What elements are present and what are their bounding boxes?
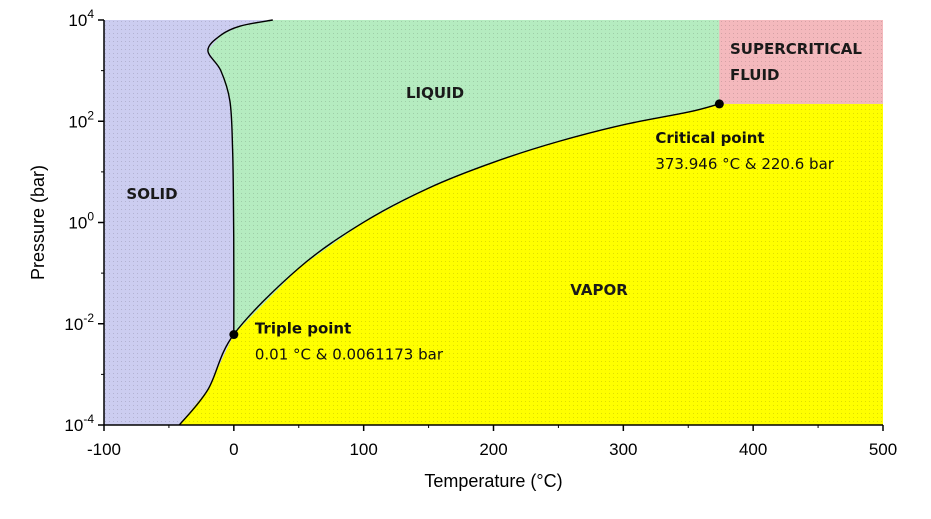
- x-axis-title: Temperature (°C): [424, 471, 562, 491]
- x-tick-label: 0: [229, 440, 238, 459]
- x-tick-label: -100: [87, 440, 121, 459]
- y-tick-label: 104: [68, 7, 94, 30]
- y-tick-exponent: 4: [87, 7, 94, 21]
- y-tick-exponent: 0: [87, 210, 94, 224]
- x-tick-label: 200: [479, 440, 507, 459]
- y-tick-label: 10-4: [64, 412, 94, 435]
- x-tick-label: 100: [349, 440, 377, 459]
- fusion-curve: [207, 19, 273, 335]
- x-tick-label: 500: [869, 440, 897, 459]
- critical-point-title: Critical point: [655, 129, 764, 147]
- critical-point-values: 373.946 °C & 220.6 bar: [655, 155, 834, 173]
- y-tick-base: 10: [68, 11, 87, 30]
- y-tick-exponent: -4: [83, 412, 94, 426]
- label-solid: SOLID: [126, 185, 177, 203]
- y-tick-exponent: 2: [87, 108, 94, 122]
- y-tick-base: 10: [64, 416, 83, 435]
- label-supercritical-line1: SUPERCRITICAL: [730, 40, 862, 58]
- y-tick-base: 10: [64, 315, 83, 334]
- label-liquid: LIQUID: [406, 84, 464, 102]
- y-axis-title: Pressure (bar): [28, 165, 48, 280]
- y-tick-base: 10: [68, 112, 87, 131]
- y-tick-base: 10: [68, 214, 87, 233]
- label-supercritical-line2: FLUID: [730, 66, 779, 84]
- sublimation-vaporization-curve: [178, 103, 720, 426]
- triple-point-title: Triple point: [255, 320, 351, 338]
- triple-point-values: 0.01 °C & 0.0061173 bar: [255, 346, 444, 364]
- y-tick-label: 102: [68, 108, 94, 131]
- label-vapor: VAPOR: [570, 281, 628, 299]
- x-tick-label: 300: [609, 440, 637, 459]
- x-tick-label: 400: [739, 440, 767, 459]
- y-tick-exponent: -2: [83, 311, 94, 325]
- critical-point-marker: [714, 99, 724, 109]
- triple-point-marker: [229, 330, 239, 340]
- y-tick-label: 100: [68, 210, 94, 233]
- y-tick-label: 10-2: [64, 311, 94, 334]
